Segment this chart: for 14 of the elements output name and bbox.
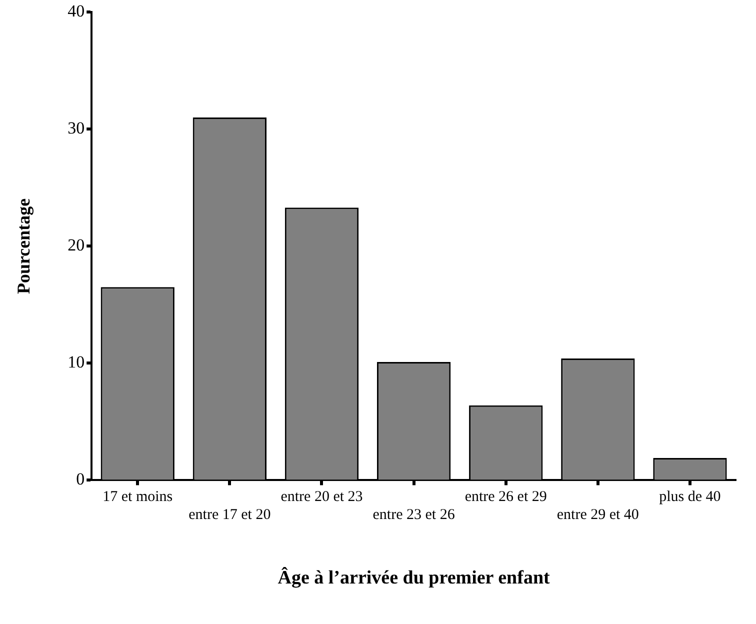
x-tick-label: entre 23 et 26 <box>372 507 456 524</box>
x-tick-label: entre 20 et 23 <box>280 489 363 506</box>
y-tick-label: 30 <box>68 118 85 138</box>
y-tick-label: 10 <box>68 352 85 372</box>
x-tick-label: entre 17 et 20 <box>188 507 271 524</box>
y-tick-label: 0 <box>76 470 85 489</box>
x-tick-label: entre 26 et 29 <box>464 489 547 506</box>
x-axis-title: Âge à l’arrivée du premier enfant <box>278 566 551 589</box>
y-tick-label: 20 <box>68 236 85 255</box>
x-tick-label: plus de 40 <box>659 489 721 506</box>
x-tick-label: 17 et moins <box>102 489 173 506</box>
y-tick-label: 40 <box>68 2 85 21</box>
y-axis-title: Pourcentage <box>13 198 34 294</box>
x-tick-label: entre 29 et 40 <box>556 507 639 524</box>
